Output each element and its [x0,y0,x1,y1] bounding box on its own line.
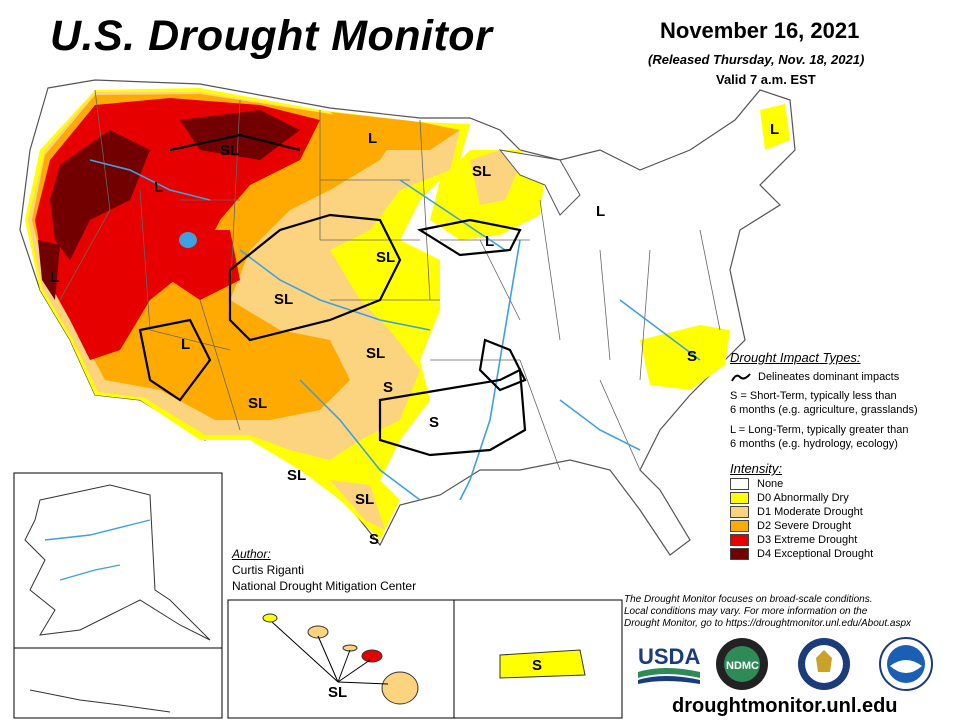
impact-label: L [770,121,779,138]
d4-region-california [38,240,60,300]
intensity-label: D2 Severe Drought [757,520,852,532]
impact-label: SL [248,395,267,412]
impact-label: SL [472,163,491,180]
impact-label: SL [355,491,374,508]
aleutian-islands [29,689,171,713]
alaska-aleutians-inset [13,647,223,719]
commerce-seal [798,638,850,690]
impact-label: S [429,414,439,431]
impact-long-term: L = Long-Term, typically greater than 6 … [730,423,955,451]
intensity-swatch [730,492,749,504]
impact-labels: L SL L SL L L SL L L SL L SL SL S S SL S… [50,121,779,548]
intensity-legend-item: D1 Moderate Drought [730,506,955,518]
d1-region-texas [330,480,385,530]
intensity-swatch [730,548,749,560]
disclaimer-line3: Drought Monitor, go to https://droughtmo… [624,618,912,629]
d1-region-lakes [470,150,520,205]
impact-label: SL [366,345,385,362]
intensity-label: D3 Extreme Drought [757,534,858,546]
great-salt-lake [179,232,197,248]
intensity-swatch [730,506,749,518]
svg-text:USDA: USDA [638,644,700,669]
impact-label: L [181,336,190,353]
intensity-swatch [730,478,749,490]
d0-region-southeast [640,325,730,390]
author-name: Curtis Riganti [232,563,305,577]
impact-l-line1: L = Long-Term, typically greater than [730,424,909,436]
hawaii-islands [262,613,419,705]
disclaimer-line2: Local conditions may vary. For more info… [624,606,868,617]
svg-text:NDMC: NDMC [726,660,759,672]
impact-label: SL [274,291,293,308]
ndmc-logo: NDMC [716,638,768,690]
puerto-rico-outline [499,649,586,679]
intensity-legend-item: None [730,478,955,490]
impact-label: L [50,269,59,286]
intensity-legend-item: D4 Exceptional Drought [730,548,955,560]
impact-label: L [485,233,494,250]
alaska-rivers [44,519,151,581]
impact-label: S [369,531,379,548]
rivers [89,159,701,501]
valid-time: Valid 7 a.m. EST [716,72,816,87]
impact-short-term: S = Short-Term, typically less than 6 mo… [730,389,955,417]
release-date: (Released Thursday, Nov. 18, 2021) [648,52,865,67]
hawaii-leader-lines [271,621,389,685]
impact-line-row: Delineates dominant impacts [730,371,955,383]
impact-label: SL [376,249,395,266]
impact-line-text: Delineates dominant impacts [758,371,900,383]
impact-label: SL [220,142,239,159]
impact-label: S [687,348,697,365]
d4-region [50,130,150,260]
alaska-outline [24,484,211,641]
intensity-legend-item: D2 Severe Drought [730,520,955,532]
disclaimer: The Drought Monitor focuses on broad-sca… [624,594,954,630]
intensity-legend: None D0 Abnormally Dry D1 Moderate Drought… [730,478,955,560]
impact-label: L [154,179,163,196]
intensity-swatch [730,534,749,546]
great-lakes [498,149,581,216]
impact-line-icon [731,373,751,382]
usda-logo: USDA [638,644,700,684]
impact-label: SL [287,467,306,484]
intensity-label: D0 Abnormally Dry [757,492,849,504]
hawaii-impact-label: SL [328,684,347,701]
impact-legend-title: Drought Impact Types: [730,350,861,365]
impact-label: L [368,130,377,147]
impact-label: L [596,203,605,220]
d0-region-maine [760,104,790,150]
disclaimer-line1: The Drought Monitor focuses on broad-sca… [624,594,873,605]
impact-label: S [383,379,393,396]
map-title: U.S. Drought Monitor [50,12,493,60]
author-org: National Drought Mitigation Center [232,579,417,593]
puerto-rico-impact-label: S [532,657,542,674]
intensity-legend-title: Intensity: [730,461,783,476]
impact-legend: Drought Impact Types: Delineates dominan… [730,350,955,562]
intensity-label: D1 Moderate Drought [757,506,863,518]
impact-boundaries [138,133,527,457]
author-block: Author: Curtis Riganti National Drought … [232,546,416,594]
impact-l-line2: 6 months (e.g. hydrology, ecology) [730,438,898,450]
impact-s-line2: 6 months (e.g. agriculture, grasslands) [730,404,918,416]
intensity-legend-item: D3 Extreme Drought [730,534,955,546]
intensity-label: D4 Exceptional Drought [757,548,874,560]
website-url[interactable]: droughtmonitor.unl.edu [672,695,898,717]
author-heading: Author: [232,547,271,561]
d2-region-north [330,112,460,150]
noaa-logo [879,637,933,691]
intensity-swatch [730,520,749,532]
intensity-label: None [757,478,784,490]
map-date: November 16, 2021 [660,18,860,43]
intensity-legend-item: D0 Abnormally Dry [730,492,955,504]
impact-s-line1: S = Short-Term, typically less than [730,390,897,402]
